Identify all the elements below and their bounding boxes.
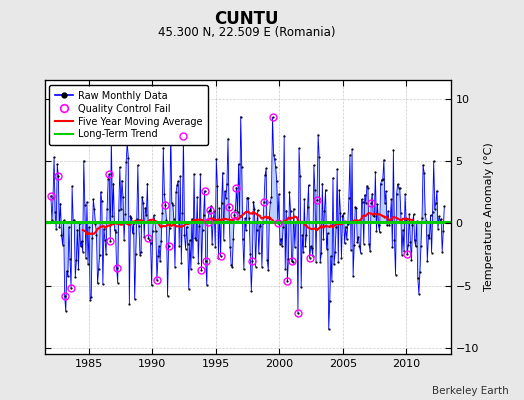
Y-axis label: Temperature Anomaly (°C): Temperature Anomaly (°C) [484,143,495,291]
Text: CUNTU: CUNTU [214,10,279,28]
Legend: Raw Monthly Data, Quality Control Fail, Five Year Moving Average, Long-Term Tren: Raw Monthly Data, Quality Control Fail, … [49,85,208,145]
Text: 45.300 N, 22.509 E (Romania): 45.300 N, 22.509 E (Romania) [158,26,335,39]
Text: Berkeley Earth: Berkeley Earth [432,386,508,396]
